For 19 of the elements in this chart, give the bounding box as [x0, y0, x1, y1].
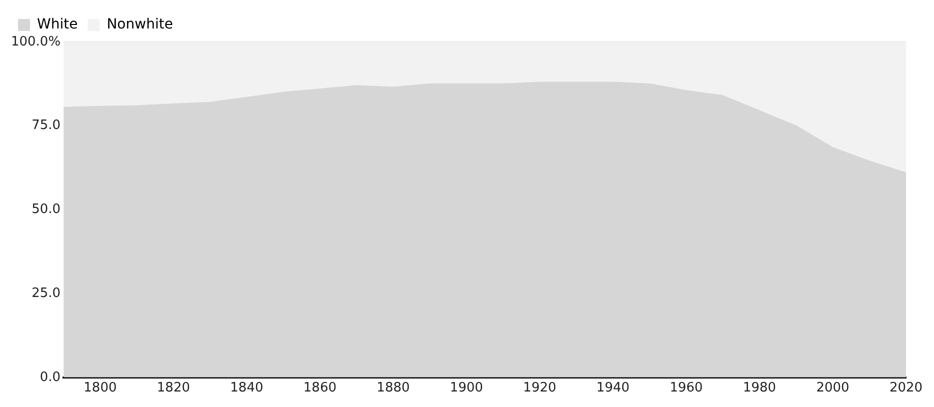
x-tick-label: 1880	[376, 380, 410, 396]
x-tick-label: 1800	[84, 380, 117, 396]
legend-label: Nonwhite	[106, 16, 173, 33]
x-tick-label: 1940	[596, 380, 630, 396]
legend-label: White	[37, 16, 78, 33]
x-tick-label: 1820	[156, 380, 190, 396]
x-tick-label: 1860	[303, 380, 337, 396]
x-tick-label: 1960	[670, 380, 703, 396]
x-tick-label: 1900	[450, 380, 484, 396]
y-tick-label: 0.0	[40, 370, 61, 385]
x-tick-label: 1840	[230, 380, 264, 396]
y-tick-label: 25.0	[32, 286, 61, 301]
x-tick-label: 2020	[889, 380, 923, 396]
y-tick-label: 75.0	[32, 118, 61, 134]
x-tick-label: 1920	[523, 380, 556, 396]
x-tick-label: 1980	[742, 380, 776, 396]
y-tick-label: 50.0	[32, 202, 61, 218]
y-tick-label: 100.0%	[10, 34, 61, 50]
x-tick-label: 2000	[816, 380, 850, 396]
